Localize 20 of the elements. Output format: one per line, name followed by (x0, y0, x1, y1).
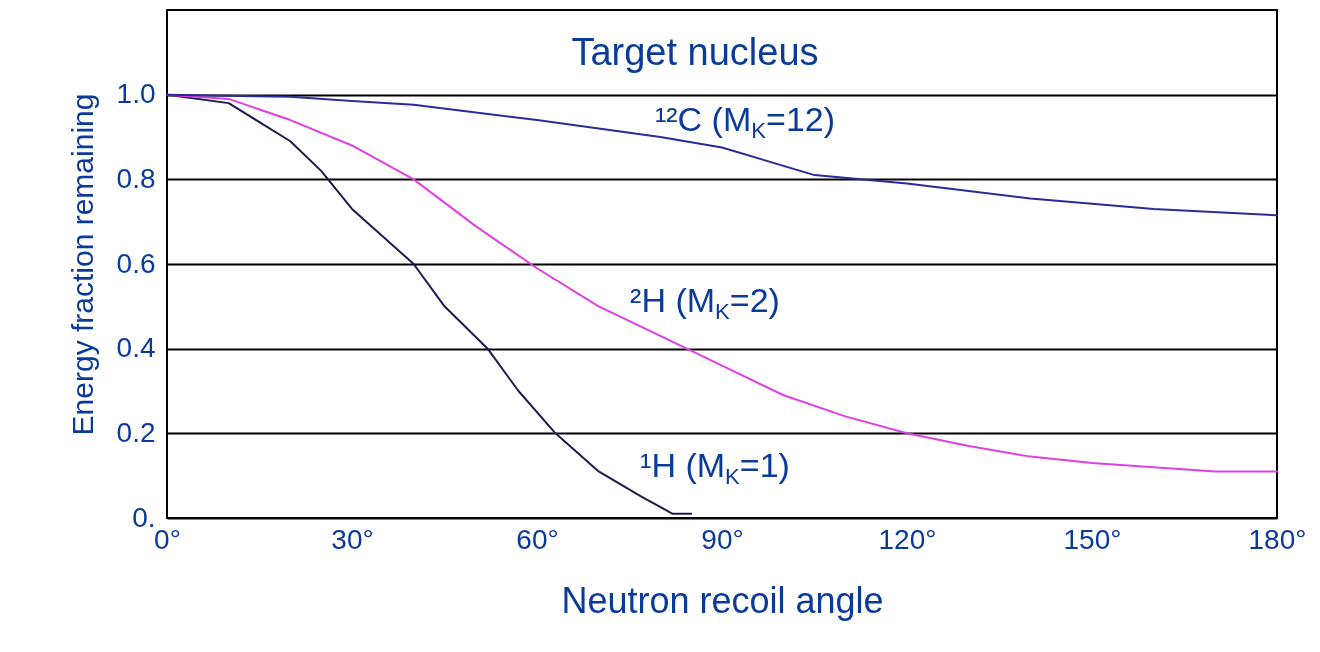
y-tick-label: 0.2 (116, 416, 156, 448)
series-label: ²H (M$_{K}$=2) (630, 280, 780, 326)
y-tick-label: 0. (132, 501, 156, 533)
x-tick-label: 90° (701, 523, 744, 555)
x-tick-label: 120° (878, 523, 937, 555)
line-series (166, 93, 1278, 217)
x-tick-label: 180° (1248, 523, 1307, 555)
x-tick-label: 60° (516, 523, 559, 555)
x-axis-title: Neutron recoil angle (561, 579, 884, 621)
series-label: ¹²C (M$_{K}$=12) (654, 99, 836, 145)
x-tick-label: 0° (154, 523, 181, 555)
series-label: ¹H (M$_{K}$=1) (640, 445, 790, 491)
y-tick-label: 0.4 (116, 332, 156, 364)
y-tick-label: 0.8 (116, 162, 156, 194)
x-tick-label: 30° (331, 523, 374, 555)
y-axis-title: Energy fraction remaining (65, 93, 99, 436)
annotation: Target nucleus (571, 30, 819, 74)
y-tick-label: 0.6 (116, 247, 156, 279)
y-tick-label: 1.0 (116, 78, 156, 110)
x-tick-label: 150° (1063, 523, 1122, 555)
